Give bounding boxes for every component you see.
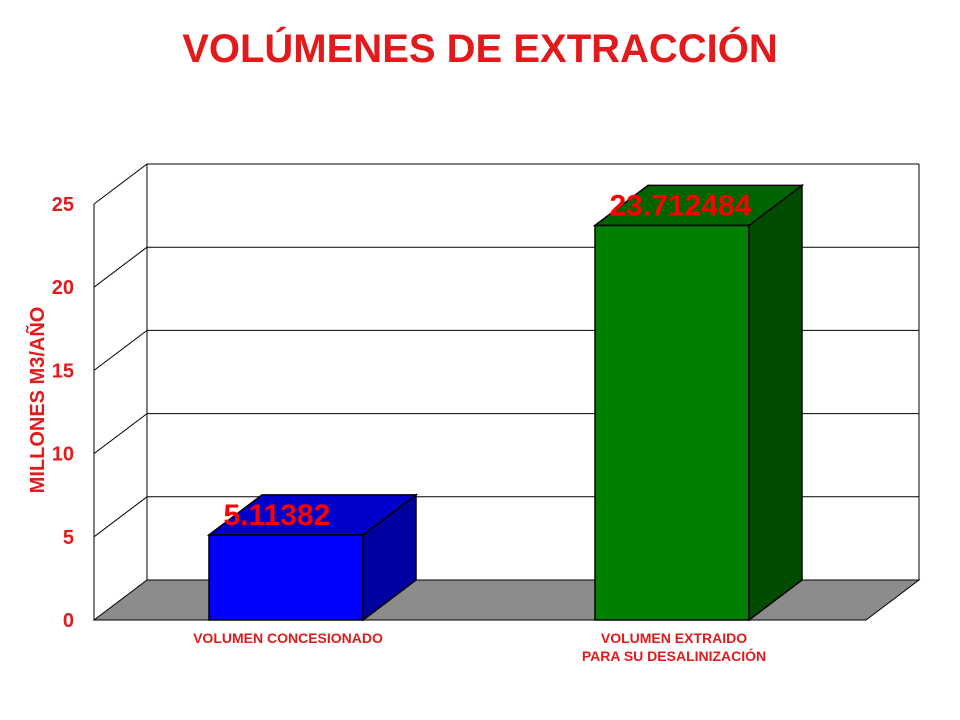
data-label: 5.11382 xyxy=(224,499,331,532)
y-axis-label: MILLONES M3/AÑO xyxy=(26,307,49,494)
y-tick-label: 25 xyxy=(52,194,74,216)
y-tick-label: 10 xyxy=(52,444,74,466)
category-label: PARA SU DESALINIZACIÓN xyxy=(582,647,766,664)
bar-side-face xyxy=(748,183,803,622)
gridline-side xyxy=(93,496,148,538)
y-tick-label: 20 xyxy=(52,277,74,299)
y-tick-label: 0 xyxy=(63,610,74,632)
bar-front-face xyxy=(594,224,750,621)
category-labels: VOLUMEN CONCESIONADO VOLUMEN EXTRAIDOPARA… xyxy=(193,630,766,664)
bar xyxy=(592,183,805,622)
gridline-side xyxy=(93,413,148,454)
category-label: VOLUMEN EXTRAIDO xyxy=(601,630,747,646)
gridline-side xyxy=(93,246,148,288)
gridline-side xyxy=(93,330,148,371)
category-label: VOLUMEN CONCESIONADO xyxy=(193,630,383,646)
y-tick-labels: 0 5 10 15 20 25 xyxy=(52,194,74,632)
bar-top-face xyxy=(206,494,419,536)
bar-top-face xyxy=(592,184,805,227)
bar-front-face xyxy=(208,534,364,621)
bars xyxy=(206,183,805,622)
data-label: 23.712484 xyxy=(610,189,752,222)
gridline-side xyxy=(93,163,148,205)
y-tick-label: 5 xyxy=(63,527,74,549)
data-labels: 5.11382 23.712484 xyxy=(224,189,752,531)
y-tick-label: 15 xyxy=(52,360,74,382)
chart-title: VOLÚMENES DE EXTRACCIÓN xyxy=(182,25,778,71)
bar xyxy=(206,493,419,622)
